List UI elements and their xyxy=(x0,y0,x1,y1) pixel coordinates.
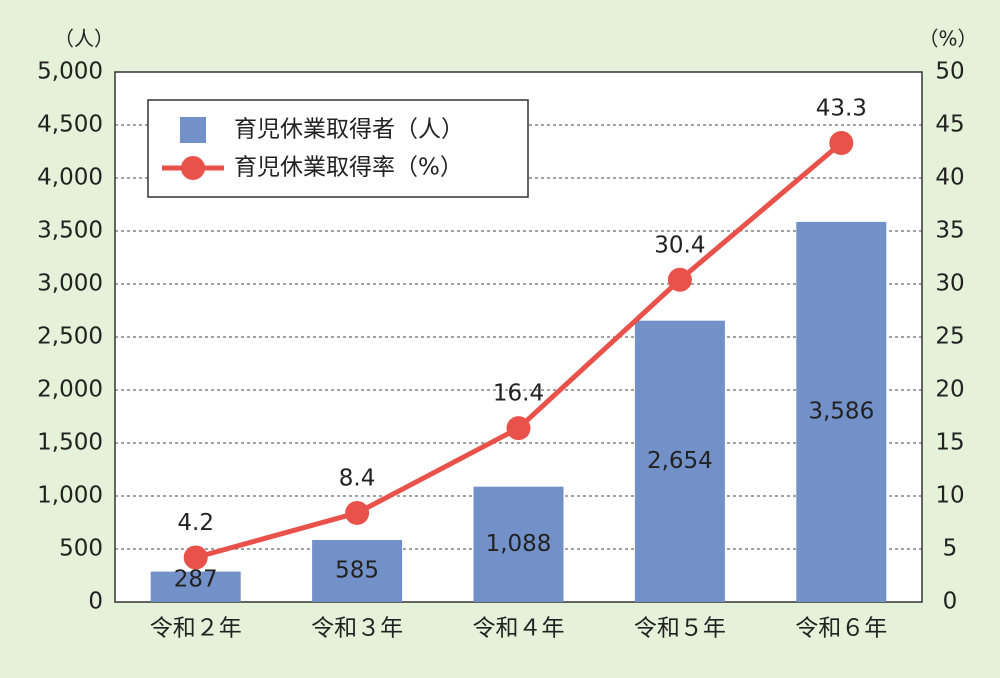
line-point xyxy=(667,267,692,292)
y2-tick-label: 40 xyxy=(935,165,964,191)
y-tick-label: 1,000 xyxy=(37,483,103,509)
y-tick-label: 0 xyxy=(88,589,103,615)
legend-label: 育児休業取得率（%） xyxy=(234,155,463,181)
y2-tick-label: 15 xyxy=(935,430,964,456)
bar xyxy=(150,571,241,602)
y-tick-label: 3,000 xyxy=(37,271,103,297)
legend-swatch xyxy=(180,117,206,143)
line-value-label: 4.2 xyxy=(177,510,214,536)
bar xyxy=(473,486,564,602)
y2-tick-label: 30 xyxy=(935,271,964,297)
y2-tick-label: 20 xyxy=(935,377,964,403)
y2-tick-label: 25 xyxy=(935,324,964,350)
y-tick-label: 5,000 xyxy=(37,59,103,85)
line-point xyxy=(345,500,370,525)
legend-swatch xyxy=(181,156,205,180)
y-unit: （人） xyxy=(54,27,114,51)
line-point xyxy=(506,416,531,441)
line-value-label: 16.4 xyxy=(493,381,544,407)
y2-tick-label: 45 xyxy=(935,112,964,138)
line-value-label: 43.3 xyxy=(816,96,867,122)
x-tick-label: 令和４年 xyxy=(473,616,565,642)
y-tick-label: 2,000 xyxy=(37,377,103,403)
bar xyxy=(634,320,725,602)
x-tick-label: 令和６年 xyxy=(795,616,887,642)
y-tick-label: 4,500 xyxy=(37,112,103,138)
bar-value-label: 287 xyxy=(174,567,218,593)
y2-tick-label: 35 xyxy=(935,218,964,244)
y2-tick-label: 0 xyxy=(943,589,958,615)
line-value-label: 8.4 xyxy=(339,465,376,491)
y2-unit: （%） xyxy=(918,27,977,51)
bar-value-label: 2,654 xyxy=(647,448,713,474)
x-tick-label: 令和５年 xyxy=(634,616,726,642)
y-tick-label: 1,500 xyxy=(37,430,103,456)
y-tick-label: 4,000 xyxy=(37,165,103,191)
y-tick-label: 2,500 xyxy=(37,324,103,350)
y2-tick-label: 10 xyxy=(935,483,964,509)
bar xyxy=(312,539,403,602)
x-tick-label: 令和３年 xyxy=(311,616,403,642)
bar xyxy=(796,221,887,602)
legend-box xyxy=(147,99,529,198)
line-value-label: 30.4 xyxy=(654,232,705,258)
bar-value-label: 3,586 xyxy=(808,398,874,424)
y-tick-label: 500 xyxy=(59,536,103,562)
bar-value-label: 585 xyxy=(335,557,379,583)
legend-label: 育児休業取得者（人） xyxy=(234,117,464,143)
bar-value-label: 1,088 xyxy=(486,531,552,557)
y2-tick-label: 5 xyxy=(943,536,958,562)
y2-tick-label: 50 xyxy=(935,59,964,85)
y-tick-label: 3,500 xyxy=(37,218,103,244)
x-tick-label: 令和２年 xyxy=(150,616,242,642)
line-point xyxy=(183,545,208,570)
line-point xyxy=(829,131,854,156)
